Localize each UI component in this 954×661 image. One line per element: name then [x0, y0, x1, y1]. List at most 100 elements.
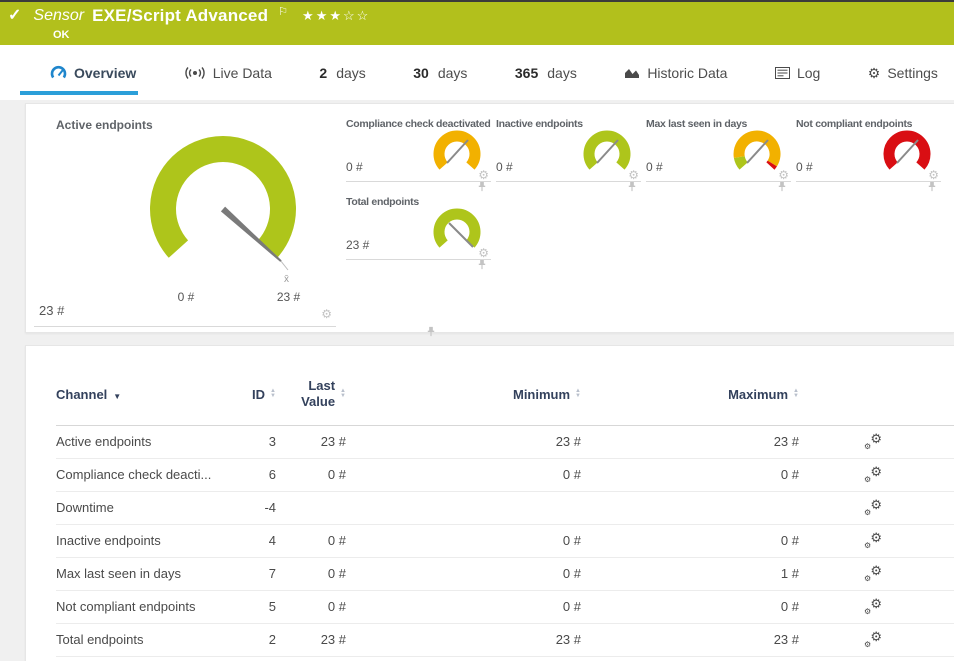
- channel-id: 3: [268, 434, 276, 449]
- tab-label: days: [336, 64, 366, 81]
- tab-log[interactable]: Log: [774, 45, 821, 100]
- maximum-value: 0 #: [780, 599, 799, 614]
- gauge-total-endpoints: Total endpoints 23 # ⚙: [346, 190, 491, 270]
- tab-label: Live Data: [212, 64, 272, 81]
- tab-overview[interactable]: Overview: [19, 45, 139, 100]
- table-row: Max last seen in days 7 0 # 0 # 1 # ⚙ ⚙: [56, 558, 954, 591]
- channel-name: Total endpoints: [56, 632, 144, 647]
- mean-marker: x̄: [284, 274, 289, 285]
- column-header-last-value[interactable]: Last Value ▲ ▼: [301, 378, 346, 410]
- minimum-value: 0 #: [562, 533, 581, 548]
- channel-id: 5: [268, 599, 276, 614]
- last-value: 0 #: [327, 566, 346, 581]
- tab-365-days[interactable]: 365 days: [515, 45, 577, 100]
- gauge-title: Not compliant endpoints: [796, 118, 913, 130]
- maximum-value: 23 #: [773, 632, 799, 647]
- divider: [34, 326, 336, 327]
- gauge-title: Active endpoints: [56, 118, 153, 132]
- sensor-title: EXE/Script Advanced: [92, 6, 269, 25]
- tab-number: 365: [514, 64, 539, 81]
- gauge-settings-gear-icon[interactable]: ⚙: [778, 168, 789, 182]
- minimum-value: 0 #: [562, 566, 581, 581]
- divider: [346, 181, 491, 182]
- gauge-settings-gear-icon[interactable]: ⚙: [628, 168, 639, 182]
- gauge-settings-gear-icon[interactable]: ⚙: [478, 168, 489, 182]
- gauge-dial: [433, 208, 481, 248]
- gauge-settings-gear-icon[interactable]: ⚙: [321, 307, 332, 321]
- table-row: Not compliant endpoints 5 0 # 0 # 0 # ⚙ ⚙: [56, 591, 954, 624]
- channels-panel: Channel ▼ ID ▲ ▼ Last Value ▲ ▼ Minimum ▲ ▼ Max…: [25, 345, 954, 661]
- tab-number: 2: [319, 64, 328, 81]
- pin-icon[interactable]: [927, 181, 937, 192]
- channel-settings-icon[interactable]: ⚙ ⚙: [864, 595, 882, 616]
- channel-settings-icon[interactable]: ⚙ ⚙: [864, 496, 882, 517]
- pin-icon[interactable]: [426, 326, 436, 337]
- channel-id: 7: [268, 566, 276, 581]
- gauge-dial: [583, 130, 631, 170]
- gauge-settings-gear-icon[interactable]: ⚙: [478, 246, 489, 260]
- gauge-inactive-endpoints: Inactive endpoints 0 # ⚙: [496, 112, 641, 192]
- gauge-not-compliant-endpoints: Not compliant endpoints 0 # ⚙: [796, 112, 941, 192]
- gauge-current-value: 23 #: [346, 238, 370, 252]
- gauge-dial: [883, 130, 931, 170]
- channel-settings-icon[interactable]: ⚙ ⚙: [864, 430, 882, 451]
- status-check-icon: ✓: [8, 7, 22, 24]
- pin-icon[interactable]: [777, 181, 787, 192]
- sort-icon: ▲ ▼: [270, 388, 276, 400]
- gauges-panel: Active endpoints x̄ 0 # 23 # 23 # ⚙ Comp…: [25, 103, 954, 337]
- gear-icon: ⚙: [867, 64, 881, 81]
- channel-name: Max last seen in days: [56, 566, 182, 581]
- gauge-current-value: 0 #: [646, 160, 663, 174]
- minimum-value: 0 #: [562, 467, 581, 482]
- tab-30-days[interactable]: 30 days: [413, 45, 467, 100]
- star-rating[interactable]: ★★★☆☆: [302, 8, 371, 23]
- priority-flag-icon[interactable]: ⚐: [278, 5, 289, 18]
- column-header-id[interactable]: ID ▲ ▼: [252, 386, 276, 402]
- area-chart-icon: [625, 69, 640, 78]
- channel-id: 2: [268, 632, 276, 647]
- tab-bar: Overview Live Data 2 days 30 days 365 da…: [0, 45, 954, 100]
- channel-settings-icon[interactable]: ⚙ ⚙: [864, 562, 882, 583]
- gauge-settings-gear-icon[interactable]: ⚙: [928, 168, 939, 182]
- tab-settings[interactable]: ⚙ Settings: [868, 45, 938, 100]
- gauge-dial: [733, 130, 781, 170]
- table-row: Active endpoints 3 23 # 23 # 23 # ⚙ ⚙: [56, 426, 954, 459]
- gauge-active-endpoints: Active endpoints x̄ 0 # 23 # 23 # ⚙: [26, 104, 435, 337]
- divider: [496, 181, 641, 182]
- table-header-row: Channel ▼ ID ▲ ▼ Last Value ▲ ▼ Minimum ▲ ▼ Max…: [56, 346, 954, 426]
- top-border: [0, 0, 954, 2]
- channel-name: Active endpoints: [56, 434, 152, 449]
- gauge-title: Total endpoints: [346, 196, 419, 208]
- tab-label: Log: [796, 64, 821, 81]
- gauge-title: Inactive endpoints: [496, 118, 583, 130]
- gauge-icon: [50, 65, 67, 79]
- gauge-current-value: 0 #: [346, 160, 363, 174]
- column-header-maximum[interactable]: Maximum ▲ ▼: [728, 386, 799, 402]
- channel-id: 6: [268, 467, 276, 482]
- last-value: 0 #: [327, 533, 346, 548]
- tab-historic-data[interactable]: Historic Data: [624, 45, 727, 100]
- pin-icon[interactable]: [627, 181, 637, 192]
- channel-settings-icon[interactable]: ⚙ ⚙: [864, 628, 882, 649]
- sort-icon: ▲ ▼: [793, 388, 799, 400]
- gauge-dial: x̄: [150, 136, 296, 285]
- channel-name: Downtime: [56, 500, 114, 515]
- chevron-down-icon: ▼: [113, 391, 122, 401]
- pin-icon[interactable]: [477, 259, 487, 270]
- column-header-minimum[interactable]: Minimum ▲ ▼: [512, 386, 581, 402]
- column-header-channel[interactable]: Channel ▼: [56, 386, 122, 402]
- channel-settings-icon[interactable]: ⚙ ⚙: [864, 529, 882, 550]
- divider: [796, 181, 941, 182]
- tab-number: 30: [413, 64, 429, 81]
- channel-settings-icon[interactable]: ⚙ ⚙: [864, 463, 882, 484]
- tab-label: days: [437, 64, 468, 81]
- pin-icon[interactable]: [477, 181, 487, 192]
- status-badge: OK: [53, 29, 70, 41]
- table-row: Inactive endpoints 4 0 # 0 # 0 # ⚙ ⚙: [56, 525, 954, 558]
- tab-label: days: [547, 64, 577, 81]
- broadcast-icon: [185, 66, 205, 79]
- sensor-kind-label: Sensor: [33, 7, 85, 24]
- tab-2-days[interactable]: 2 days: [319, 45, 365, 100]
- tab-label: Settings: [887, 64, 938, 81]
- tab-live-data[interactable]: Live Data: [184, 45, 272, 100]
